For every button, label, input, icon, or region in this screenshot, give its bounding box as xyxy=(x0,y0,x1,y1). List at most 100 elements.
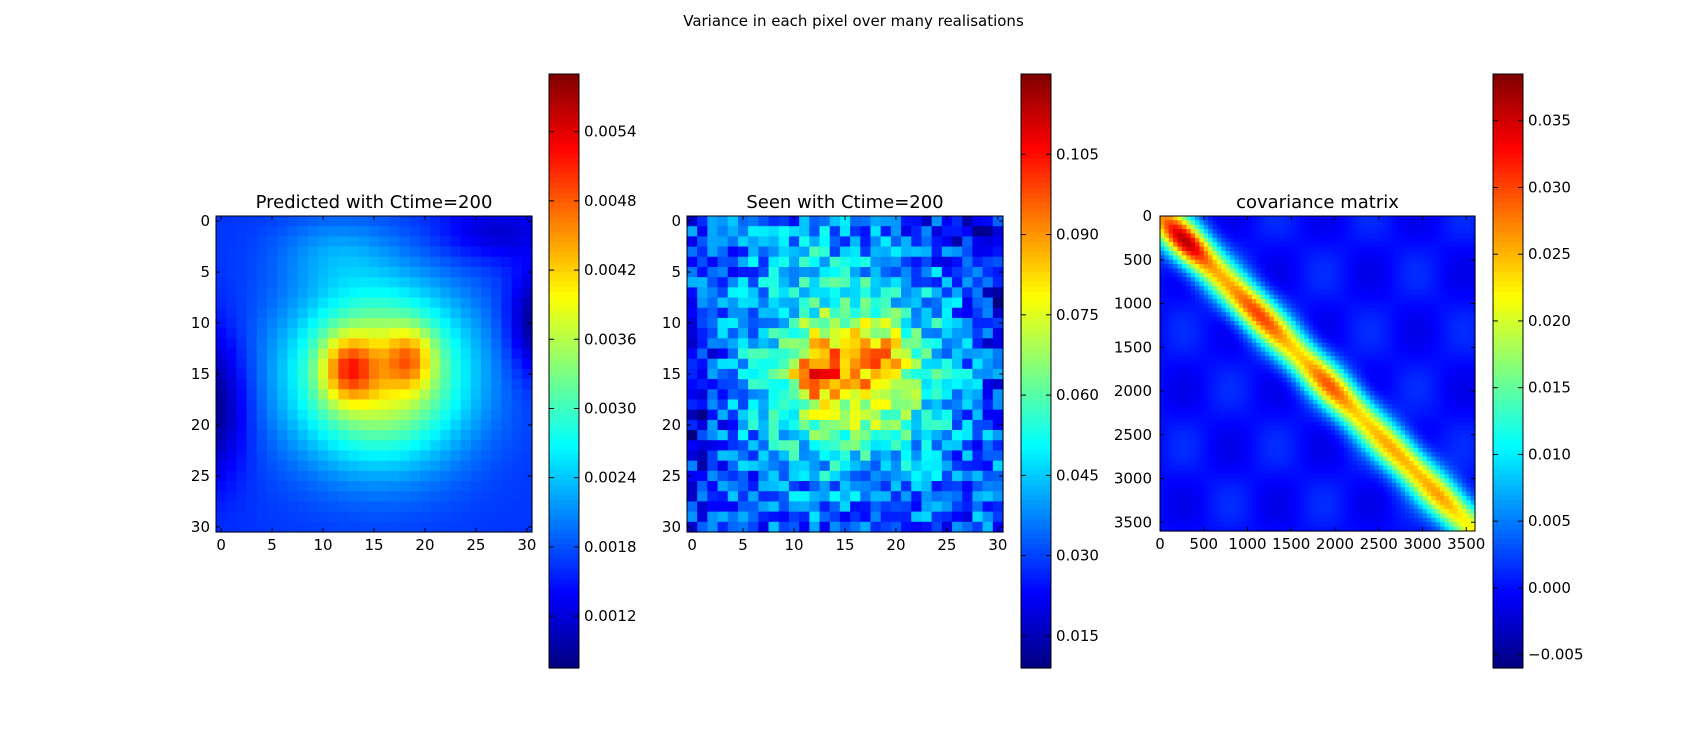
heatmap-cell xyxy=(409,491,421,503)
heatmap-cell xyxy=(1453,259,1459,265)
colorbar-segment xyxy=(549,301,579,308)
heatmap-cell xyxy=(1383,286,1389,291)
heatmap-cell xyxy=(1374,338,1380,344)
heatmap-cell xyxy=(1317,233,1323,239)
heatmap-cell xyxy=(880,419,892,431)
heatmap-cell xyxy=(758,338,770,350)
heatmap-cell xyxy=(1238,360,1244,366)
heatmap-cell xyxy=(226,236,237,248)
heatmap-cell xyxy=(1286,351,1292,357)
heatmap-cell xyxy=(317,399,329,411)
heatmap-cell xyxy=(481,440,492,452)
heatmap-cell xyxy=(1409,347,1415,353)
heatmap-cell xyxy=(1291,334,1297,340)
heatmap-cell xyxy=(389,389,401,401)
heatmap-cell xyxy=(911,399,923,411)
heatmap-cell xyxy=(850,307,861,319)
heatmap-cell xyxy=(1374,281,1380,287)
heatmap-cell xyxy=(1269,246,1275,252)
heatmap-cell xyxy=(707,266,719,278)
colorbar-segment xyxy=(1021,341,1051,347)
heatmap-cell xyxy=(1326,303,1332,309)
colorbar-segment xyxy=(549,455,579,461)
heatmap-cell xyxy=(1374,351,1380,357)
heatmap-cell xyxy=(1466,281,1472,287)
heatmap-cell xyxy=(1265,347,1270,353)
heatmap-cell xyxy=(1418,369,1424,375)
heatmap-cell xyxy=(717,328,729,339)
heatmap-cell xyxy=(972,297,984,309)
heatmap-cell xyxy=(1405,321,1410,326)
heatmap-cell xyxy=(1457,334,1463,340)
heatmap-cell xyxy=(1173,356,1179,361)
heatmap-cell xyxy=(1461,329,1467,335)
heatmap-cell xyxy=(1317,316,1323,322)
heatmap-cell xyxy=(1265,272,1270,278)
heatmap-cell xyxy=(419,389,431,401)
heatmap-cell xyxy=(460,317,472,329)
heatmap-cell xyxy=(860,226,872,237)
heatmap-cell xyxy=(521,450,533,462)
heatmap-cell xyxy=(829,358,841,370)
heatmap-cell xyxy=(1431,307,1437,313)
heatmap-cell xyxy=(1190,369,1196,375)
heatmap-cell xyxy=(1238,342,1244,348)
heatmap-cell xyxy=(1186,220,1192,226)
heatmap-cell xyxy=(328,419,339,431)
heatmap-cell xyxy=(1273,281,1279,287)
heatmap-cell xyxy=(1304,347,1310,353)
heatmap-cell xyxy=(1160,272,1165,278)
heatmap-cell xyxy=(972,266,984,278)
heatmap-cell xyxy=(1457,272,1463,278)
heatmap-cell xyxy=(1256,347,1262,353)
heatmap-cell xyxy=(799,246,810,258)
heatmap-cell xyxy=(1466,342,1472,348)
heatmap-cell xyxy=(430,521,441,533)
heatmap-cell xyxy=(1216,272,1222,278)
colorbar-segment xyxy=(1021,93,1051,100)
heatmap-cell xyxy=(952,379,963,390)
heatmap-cell xyxy=(1418,356,1424,361)
heatmap-cell xyxy=(1335,264,1340,270)
heatmap-cell xyxy=(809,266,821,278)
heatmap-cell xyxy=(1356,281,1362,287)
heatmap-cell xyxy=(1413,224,1419,230)
colorbar-segment xyxy=(1021,262,1051,268)
heatmap-cell xyxy=(1374,224,1380,230)
heatmap-cell xyxy=(470,399,482,411)
heatmap-cell xyxy=(1269,342,1275,348)
heatmap-cell xyxy=(1343,307,1349,313)
heatmap-cell xyxy=(870,460,882,472)
heatmap-cell xyxy=(941,481,953,492)
heatmap-cell xyxy=(1317,351,1323,357)
heatmap-cell xyxy=(236,297,248,309)
heatmap-cell xyxy=(511,358,523,370)
heatmap-cell xyxy=(1348,373,1354,379)
heatmap-cell xyxy=(430,236,441,248)
heatmap-cell xyxy=(911,358,923,370)
heatmap-cell xyxy=(1173,216,1179,221)
heatmap-cell xyxy=(338,348,350,360)
heatmap-cell xyxy=(1453,334,1459,340)
heatmap-cell xyxy=(1203,216,1209,221)
heatmap-cell xyxy=(430,307,441,319)
heatmap-cell xyxy=(1304,224,1310,230)
heatmap-cell xyxy=(1269,242,1275,248)
heatmap-cell xyxy=(1282,255,1288,261)
heatmap-cell xyxy=(1457,286,1463,291)
heatmap-cell xyxy=(1435,321,1441,326)
heatmap-cell xyxy=(1343,264,1349,270)
heatmap-cell xyxy=(952,511,963,523)
heatmap-cell xyxy=(460,470,472,482)
heatmap-cell xyxy=(1225,268,1231,274)
heatmap-cell xyxy=(901,226,912,237)
heatmap-cell xyxy=(1208,229,1214,235)
heatmap-cell xyxy=(491,389,503,401)
heatmap-cell xyxy=(778,368,790,380)
heatmap-cell xyxy=(1260,369,1266,375)
heatmap-cell xyxy=(1400,277,1406,283)
heatmap-cell xyxy=(1387,277,1393,283)
heatmap-cell xyxy=(1370,347,1375,353)
heatmap-cell xyxy=(1352,369,1358,375)
heatmap-cell xyxy=(1466,272,1472,278)
